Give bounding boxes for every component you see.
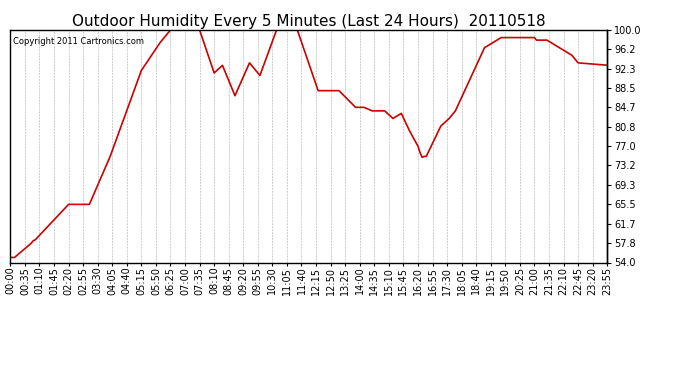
Title: Outdoor Humidity Every 5 Minutes (Last 24 Hours)  20110518: Outdoor Humidity Every 5 Minutes (Last 2…: [72, 14, 546, 29]
Text: Copyright 2011 Cartronics.com: Copyright 2011 Cartronics.com: [13, 37, 144, 46]
